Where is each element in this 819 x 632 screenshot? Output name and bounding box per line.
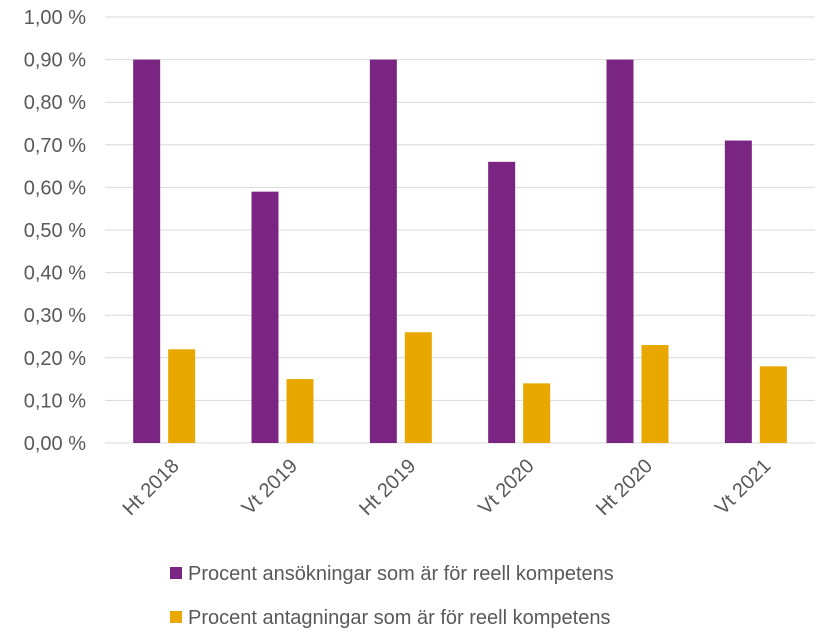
- bar-admissions: [168, 349, 196, 443]
- x-tick-label: Ht 2019: [355, 455, 420, 520]
- bar-applications: [369, 59, 397, 443]
- bar-admissions: [759, 366, 787, 443]
- bar-admissions: [286, 379, 314, 443]
- x-tick-label: Vt 2020: [474, 455, 538, 519]
- y-tick-label: 0,40 %: [24, 263, 86, 285]
- y-tick-label: 0,00 %: [24, 433, 86, 455]
- y-tick-label: 0,30 %: [24, 305, 86, 327]
- bar-admissions: [523, 383, 551, 443]
- x-tick-label: Vt 2021: [711, 455, 775, 519]
- y-tick-label: 0,70 %: [24, 135, 86, 157]
- y-tick-label: 1,00 %: [24, 7, 86, 29]
- bar-applications: [488, 161, 516, 443]
- bar-applications: [251, 191, 279, 443]
- y-tick-label: 0,90 %: [24, 50, 86, 72]
- y-tick-label: 0,20 %: [24, 348, 86, 370]
- y-axis: 0,00 % 0,10 % 0,20 % 0,30 % 0,40 % 0,50 % 0,60…: [24, 7, 86, 455]
- y-tick-label: 0,10 %: [24, 390, 86, 412]
- x-tick-label: Ht 2018: [119, 455, 184, 520]
- y-tick-label: 0,80 %: [24, 92, 86, 114]
- legend-label-admissions: Procent antagningar som är för reell kom…: [188, 607, 610, 629]
- x-axis: Ht 2018 Vt 2019 Ht 2019 Vt 2020 Ht 2020 Vt 20…: [119, 455, 776, 520]
- bar-applications: [724, 140, 752, 444]
- y-tick-label: 0,50 %: [24, 220, 86, 242]
- legend: Procent ansökningar som är för reell kom…: [170, 563, 614, 629]
- bar-admissions: [641, 345, 669, 443]
- legend-swatch-admissions: [170, 611, 182, 623]
- bar-admissions: [404, 332, 432, 443]
- x-tick-label: Vt 2019: [238, 455, 302, 519]
- x-tick-label: Ht 2020: [592, 455, 657, 520]
- gridlines: [105, 16, 815, 444]
- bars: [133, 59, 787, 444]
- legend-label-applications: Procent ansökningar som är för reell kom…: [188, 563, 614, 585]
- legend-swatch-applications: [170, 567, 182, 579]
- bar-applications: [606, 59, 634, 443]
- bar-applications: [133, 59, 161, 443]
- y-tick-label: 0,60 %: [24, 177, 86, 199]
